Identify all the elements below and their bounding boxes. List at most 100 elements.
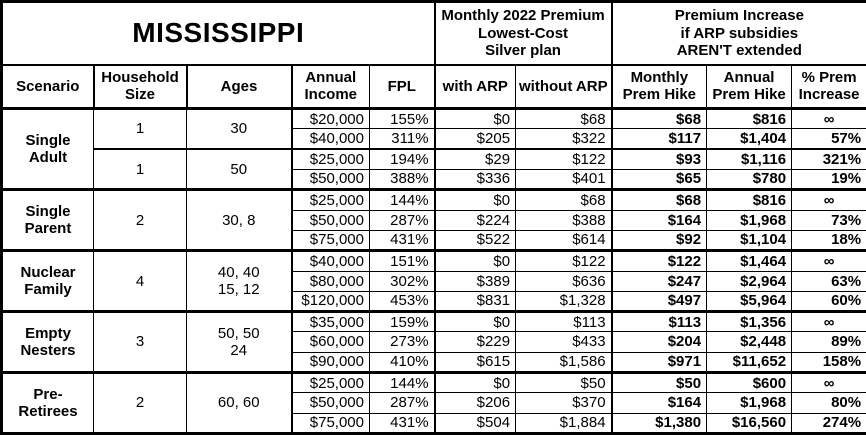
column-header-household-size: Household Size — [92, 64, 187, 110]
pct-increase-cell: 80% — [791, 392, 866, 414]
income-cell: $60,000 — [290, 331, 370, 353]
table-row: $75,000 431% $522 $614 $92 $1,104 18% — [2, 229, 866, 252]
monthly-hike-cell: $68 — [610, 106, 708, 130]
annual-hike-cell: $816 — [706, 188, 793, 211]
table-header: MISSISSIPPI Monthly 2022 Premium Lowest-… — [0, 1, 866, 110]
monthly-hike-cell: $497 — [610, 290, 708, 313]
scenario-cell: Pre- Retirees — [1, 371, 94, 434]
with-arp-cell: $336 — [433, 168, 517, 191]
column-header-without-arp: without ARP — [515, 64, 613, 110]
with-arp-cell: $0 — [433, 371, 517, 394]
with-arp-cell: $615 — [433, 351, 517, 374]
without-arp-cell: $68 — [515, 188, 613, 211]
income-cell: $75,000 — [290, 229, 370, 252]
without-arp-cell: $401 — [515, 168, 613, 191]
fpl-cell: 159% — [368, 310, 436, 333]
header-group-row: MISSISSIPPI Monthly 2022 Premium Lowest-… — [0, 1, 866, 66]
pct-increase-cell: ∞ — [791, 371, 866, 394]
household-size-cell: 1 — [93, 148, 187, 191]
without-arp-cell: $1,328 — [515, 290, 613, 313]
income-cell: $35,000 — [290, 310, 370, 333]
with-arp-cell: $389 — [433, 270, 517, 292]
annual-hike-cell: $11,652 — [706, 351, 793, 374]
scenario-cell: Nuclear Family — [1, 249, 94, 313]
pct-increase-cell: 19% — [791, 168, 866, 191]
fpl-cell: 144% — [368, 188, 436, 211]
monthly-hike-cell: $65 — [610, 168, 708, 191]
increase-group-header: Premium Increase if ARP subsidies AREN'T… — [610, 1, 866, 66]
table-row: $75,000 431% $504 $1,884 $1,380 $16,560 274% — [2, 412, 866, 435]
without-arp-cell: $322 — [515, 128, 613, 150]
annual-hike-cell: $1,464 — [706, 249, 793, 272]
income-cell: $20,000 — [290, 106, 370, 130]
income-cell: $80,000 — [290, 270, 370, 292]
household-size-cell: 3 — [93, 310, 187, 374]
annual-hike-cell: $1,968 — [706, 209, 793, 231]
with-arp-cell: $224 — [433, 209, 517, 231]
household-size-cell: 4 — [93, 249, 187, 313]
monthly-hike-cell: $164 — [610, 392, 708, 414]
without-arp-cell: $113 — [515, 310, 613, 333]
column-header-fpl: FPL — [368, 64, 436, 110]
fpl-cell: 431% — [368, 412, 436, 435]
income-cell: $50,000 — [290, 168, 370, 191]
scenario-cell: Single Parent — [1, 188, 94, 252]
monthly-hike-cell: $122 — [610, 249, 708, 272]
table-row: $80,000 302% $389 $636 $247 $2,964 63% — [2, 270, 866, 292]
income-cell: $50,000 — [290, 209, 370, 231]
pct-increase-cell: ∞ — [791, 188, 866, 211]
fpl-cell: 151% — [368, 249, 436, 272]
pct-increase-cell: 321% — [791, 148, 866, 170]
with-arp-cell: $831 — [433, 290, 517, 313]
pct-increase-cell: 89% — [791, 331, 866, 353]
pct-increase-cell: ∞ — [791, 249, 866, 272]
without-arp-cell: $122 — [515, 148, 613, 170]
annual-hike-cell: $1,404 — [706, 128, 793, 150]
with-arp-cell: $522 — [433, 229, 517, 252]
scenario-cell: Empty Nesters — [1, 310, 94, 374]
pct-increase-cell: 73% — [791, 209, 866, 231]
ages-cell: 40, 40 15, 12 — [186, 249, 292, 313]
monthly-hike-cell: $50 — [610, 371, 708, 394]
monthly-hike-cell: $164 — [610, 209, 708, 231]
income-cell: $120,000 — [290, 290, 370, 313]
with-arp-cell: $29 — [433, 148, 517, 170]
ages-cell: 30, 8 — [186, 188, 292, 252]
ages-cell: 50 — [186, 148, 292, 191]
fpl-cell: 287% — [368, 209, 436, 231]
annual-hike-cell: $816 — [706, 106, 793, 130]
income-cell: $50,000 — [290, 392, 370, 414]
column-header-ages: Ages — [185, 64, 292, 110]
table-row: $120,000 453% $831 $1,328 $497 $5,964 60% — [2, 290, 866, 313]
column-header-with-arp: with ARP — [433, 64, 517, 110]
pct-increase-cell: 18% — [791, 229, 866, 252]
fpl-cell: 311% — [368, 128, 436, 150]
monthly-hike-cell: $68 — [610, 188, 708, 211]
pct-increase-cell: 57% — [791, 128, 866, 150]
without-arp-cell: $370 — [515, 392, 613, 414]
annual-hike-cell: $2,964 — [706, 270, 793, 292]
income-cell: $75,000 — [290, 412, 370, 435]
with-arp-cell: $206 — [433, 392, 517, 414]
without-arp-cell: $433 — [515, 331, 613, 353]
column-header-monthly-prem-hike: Monthly Prem Hike — [610, 64, 708, 110]
without-arp-cell: $1,586 — [515, 351, 613, 374]
annual-hike-cell: $600 — [706, 371, 793, 394]
income-cell: $25,000 — [290, 188, 370, 211]
annual-hike-cell: $780 — [706, 168, 793, 191]
fpl-cell: 287% — [368, 392, 436, 414]
annual-hike-cell: $1,104 — [706, 229, 793, 252]
without-arp-cell: $1,884 — [515, 412, 613, 435]
table-row: Single Parent 2 30, 8 $25,000 144% $0 $68 $68 $8… — [1, 188, 866, 252]
column-header-annual-income: Annual Income — [290, 64, 370, 110]
income-cell: $40,000 — [290, 249, 370, 272]
ages-cell: 30 — [186, 107, 292, 150]
with-arp-cell: $0 — [433, 310, 517, 333]
pct-increase-cell: 274% — [791, 412, 866, 435]
pct-increase-cell: 60% — [791, 290, 866, 313]
pct-increase-cell: 158% — [791, 351, 866, 374]
monthly-hike-cell: $247 — [610, 270, 708, 292]
table-row: Nuclear Family 4 40, 40 15, 12 $40,000 151% $… — [1, 249, 866, 313]
ages-cell: 60, 60 — [186, 371, 292, 434]
